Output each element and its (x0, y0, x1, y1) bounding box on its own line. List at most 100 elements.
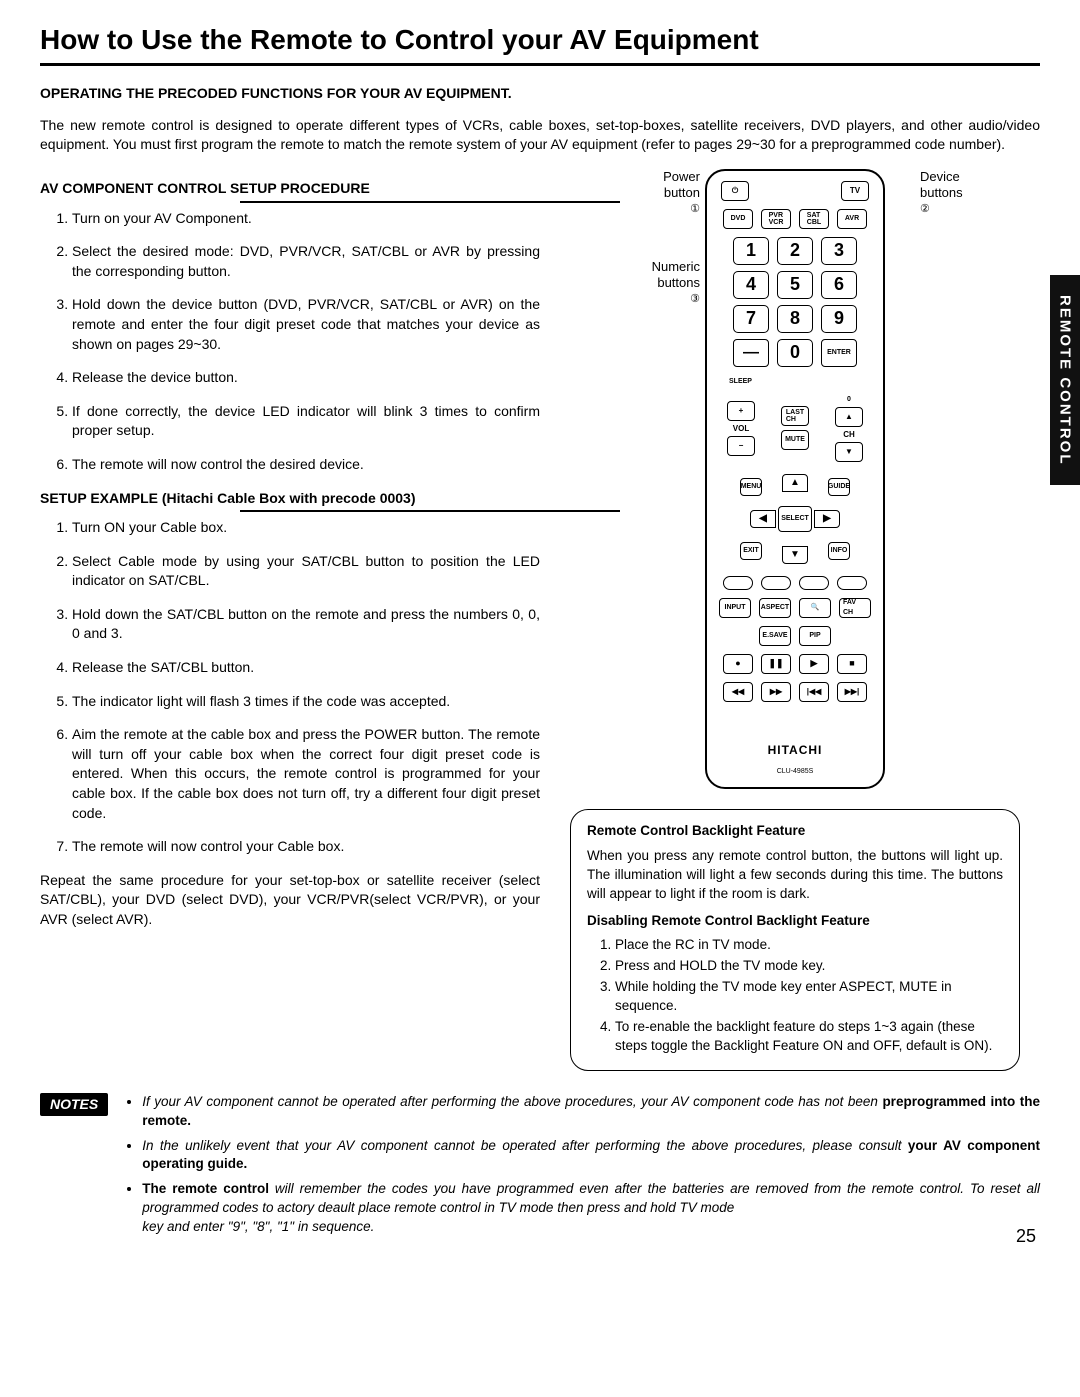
page-number: 25 (1016, 1224, 1036, 1249)
tv-button[interactable]: TV (841, 181, 869, 201)
func-button[interactable]: E.SAVE (759, 626, 791, 646)
backlight-title2: Disabling Remote Control Backlight Featu… (587, 912, 1003, 931)
select-button[interactable]: SELECT (778, 506, 812, 532)
remote-model: CLU-4985S (777, 767, 814, 777)
info-button[interactable]: INFO (828, 542, 850, 560)
right-column: Power button① Device buttons② Numeric bu… (570, 169, 1020, 1071)
list-item: Aim the remote at the cable box and pres… (72, 725, 540, 823)
intro-text: The new remote control is designed to op… (40, 116, 1040, 155)
numpad-button[interactable]: 5 (777, 271, 813, 299)
transport-button[interactable]: ◀◀ (723, 682, 753, 702)
remote-control: ⏻ TV DVD PVR VCR SAT CBL AVR 123 456 789 — 0 ENT… (705, 169, 885, 789)
ch-down-button[interactable]: ▼ (835, 442, 863, 462)
transport-button[interactable]: ▶ (799, 654, 829, 674)
numpad-button[interactable]: 3 (821, 237, 857, 265)
vol-down-button[interactable]: − (727, 436, 755, 456)
numpad-button[interactable]: 6 (821, 271, 857, 299)
vol-label: VOL (733, 423, 749, 434)
list-item: If done correctly, the device LED indica… (72, 402, 540, 441)
section-heading: OPERATING THE PRECODED FUNCTIONS FOR YOU… (40, 84, 1040, 104)
transport-button[interactable]: ❚❚ (761, 654, 791, 674)
backlight-box: Remote Control Backlight Feature When yo… (570, 809, 1020, 1071)
list-item: Hold down the SAT/CBL button on the remo… (72, 605, 540, 644)
numpad-button[interactable]: 9 (821, 305, 857, 333)
list-item: Release the SAT/CBL button. (72, 658, 540, 678)
ch-up-button[interactable]: ▲ (835, 407, 863, 427)
list-item: To re-enable the backlight feature do st… (615, 1018, 1003, 1056)
notes-section: NOTES If your AV component cannot be ope… (40, 1093, 1040, 1243)
list-item: Press and HOLD the TV mode key. (615, 957, 1003, 976)
sleep-label: SLEEP (717, 377, 873, 387)
note-item: In the unlikely event that your AV compo… (142, 1137, 1040, 1175)
title-underline (40, 63, 1040, 66)
transport-button[interactable]: ● (723, 654, 753, 674)
ch-label: CH (843, 429, 855, 440)
device-button[interactable]: PVR VCR (761, 209, 791, 229)
backlight-text: When you press any remote control button… (587, 847, 1003, 904)
color-button[interactable] (761, 576, 791, 590)
side-tab: REMOTE CONTROL (1050, 275, 1080, 485)
numpad-button[interactable]: 7 (733, 305, 769, 333)
transport-button[interactable]: ▶▶| (837, 682, 867, 702)
func-button[interactable]: FAV CH (839, 598, 871, 618)
list-item: Turn on your AV Component. (72, 209, 540, 229)
notes-list: If your AV component cannot be operated … (122, 1093, 1040, 1243)
vol-up-button[interactable]: + (727, 401, 755, 421)
list-item: While holding the TV mode key enter ASPE… (615, 978, 1003, 1016)
list-item: The remote will now control your Cable b… (72, 837, 540, 857)
device-button[interactable]: AVR (837, 209, 867, 229)
example-heading: SETUP EXAMPLE (Hitachi Cable Box with pr… (40, 489, 540, 509)
numpad-button[interactable]: ENTER (821, 339, 857, 367)
guide-button[interactable]: GUIDE (828, 478, 850, 496)
power-button[interactable]: ⏻ (721, 181, 749, 201)
arrow-right-button[interactable]: ▶ (814, 510, 840, 528)
exit-button[interactable]: EXIT (740, 542, 762, 560)
left-column: AV COMPONENT CONTROL SETUP PROCEDURE Tur… (40, 169, 540, 1071)
transport-button[interactable]: ■ (837, 654, 867, 674)
list-item: Release the device button. (72, 368, 540, 388)
numpad-button[interactable]: 2 (777, 237, 813, 265)
transport-button[interactable]: ▶▶ (761, 682, 791, 702)
setup-heading: AV COMPONENT CONTROL SETUP PROCEDURE (40, 179, 540, 199)
note-item: The remote control will remember the cod… (142, 1180, 1040, 1237)
mute-button[interactable]: MUTE (781, 430, 809, 450)
list-item: Select the desired mode: DVD, PVR/VCR, S… (72, 242, 540, 281)
list-item: Turn ON your Cable box. (72, 518, 540, 538)
device-button[interactable]: DVD (723, 209, 753, 229)
numpad-button[interactable]: — (733, 339, 769, 367)
numpad-button[interactable]: 0 (777, 339, 813, 367)
arrow-up-button[interactable]: ▲ (782, 474, 808, 492)
numpad-button[interactable]: 8 (777, 305, 813, 333)
list-item: Hold down the device button (DVD, PVR/VC… (72, 295, 540, 354)
ch-zero-label: 0 (847, 395, 851, 405)
page-title: How to Use the Remote to Control your AV… (40, 20, 1040, 59)
repeat-text: Repeat the same procedure for your set-t… (40, 871, 540, 930)
list-item: The remote will now control the desired … (72, 455, 540, 475)
arrow-down-button[interactable]: ▼ (782, 546, 808, 564)
color-button[interactable] (723, 576, 753, 590)
last-ch-button[interactable]: LAST CH (781, 406, 809, 426)
device-button[interactable]: SAT CBL (799, 209, 829, 229)
numpad-button[interactable]: 1 (733, 237, 769, 265)
color-button[interactable] (837, 576, 867, 590)
list-item: Place the RC in TV mode. (615, 936, 1003, 955)
func-button[interactable]: INPUT (719, 598, 751, 618)
transport-button[interactable]: |◀◀ (799, 682, 829, 702)
color-button[interactable] (799, 576, 829, 590)
numpad-button[interactable]: 4 (733, 271, 769, 299)
remote-brand: HITACHI (768, 742, 823, 759)
notes-badge: NOTES (40, 1093, 108, 1117)
dpad: MENU GUIDE ▲ ◀ SELECT ▶ ▼ EXIT INFO (740, 474, 850, 564)
func-button[interactable]: PIP (799, 626, 831, 646)
note-item: If your AV component cannot be operated … (142, 1093, 1040, 1131)
list-item: The indicator light will flash 3 times i… (72, 692, 540, 712)
func-button[interactable]: ASPECT (759, 598, 791, 618)
backlight-steps: Place the RC in TV mode. Press and HOLD t… (587, 936, 1003, 1055)
menu-button[interactable]: MENU (740, 478, 762, 496)
backlight-title: Remote Control Backlight Feature (587, 822, 1003, 841)
example-steps: Turn ON your Cable box. Select Cable mode… (40, 518, 540, 857)
list-item: Select Cable mode by using your SAT/CBL … (72, 552, 540, 591)
func-button[interactable]: 🔍 (799, 598, 831, 618)
setup-steps: Turn on your AV Component. Select the des… (40, 209, 540, 475)
arrow-left-button[interactable]: ◀ (750, 510, 776, 528)
